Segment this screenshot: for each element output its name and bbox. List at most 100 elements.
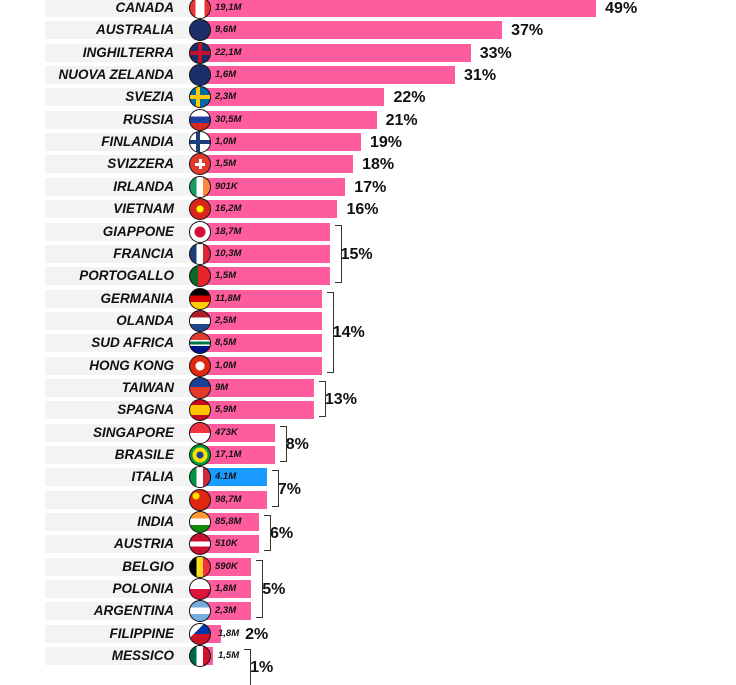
row-band (45, 535, 195, 554)
row-band (45, 334, 195, 353)
value-label: 16% (346, 201, 379, 219)
population-label: 4.1M (215, 471, 237, 483)
value-label: 13% (324, 391, 357, 410)
group-bracket (264, 515, 272, 552)
row-band (45, 133, 195, 152)
value-label: 17% (354, 178, 387, 196)
row-band (45, 602, 195, 621)
population-label: 590K (215, 560, 238, 572)
category-label: INDIA (137, 514, 174, 530)
category-label: ARGENTINA (93, 603, 174, 619)
group-bracket (244, 649, 252, 685)
flag-icon (189, 220, 211, 243)
bar (200, 378, 314, 397)
category-label: SPAGNA (117, 402, 174, 418)
category-label: CANADA (115, 0, 175, 15)
population-label: 1,6M (215, 69, 237, 81)
flag-icon (189, 86, 211, 109)
value-label: 22% (393, 89, 426, 107)
population-label: 98,7M (215, 493, 242, 505)
value-label: 33% (479, 44, 512, 62)
population-label: 1,8M (215, 583, 237, 595)
row-band (45, 43, 195, 62)
category-label: FILIPPINE (109, 625, 174, 641)
flag-icon (189, 399, 211, 422)
flag-icon (189, 444, 211, 466)
flag-icon (189, 578, 211, 601)
population-label: 30,5M (215, 113, 242, 125)
row-band (45, 311, 195, 330)
bar (200, 513, 260, 532)
value-label: 15% (340, 245, 373, 264)
row-band (45, 401, 195, 420)
flag-icon (189, 198, 211, 221)
row-band (45, 624, 195, 643)
row-band (45, 177, 195, 196)
group-bracket (326, 291, 334, 373)
row-band (45, 647, 195, 666)
row-band (45, 446, 195, 464)
flag-icon (189, 332, 211, 355)
population-label: 19,1M (215, 2, 242, 13)
population-label: 11,8M (215, 292, 241, 304)
bar (200, 602, 252, 621)
flag-icon (189, 175, 211, 198)
bar (200, 155, 354, 174)
population-label: 901K (215, 180, 238, 192)
flag-icon (189, 555, 211, 578)
flag-icon (189, 354, 211, 377)
category-label: INGHILTERRA (82, 44, 174, 60)
flag-icon (189, 511, 211, 534)
category-label: FRANCIA (113, 245, 174, 261)
bar (200, 110, 377, 129)
bar (200, 311, 322, 330)
category-label: SVIZZERA (107, 156, 174, 172)
value-label: 8% (285, 435, 309, 454)
value-label: 5% (262, 581, 286, 600)
bar (200, 535, 260, 554)
bar (200, 177, 346, 196)
category-label: PORTOGALLO (79, 268, 174, 284)
population-label: 10,3M (215, 247, 242, 259)
value-label: 1% (250, 659, 274, 678)
category-label: ITALIA (131, 469, 175, 485)
row-band (45, 0, 195, 17)
population-label: 9M (215, 381, 229, 393)
category-label: AUSTRALIA (96, 22, 174, 38)
group-bracket (279, 425, 287, 462)
category-label: CINA (141, 491, 174, 507)
value-label: 14% (332, 324, 365, 343)
bar (200, 21, 503, 40)
population-label: 5,9M (215, 404, 237, 416)
population-label: 2,3M (215, 91, 237, 103)
group-bracket (334, 224, 342, 284)
population-label: 1,5M (215, 270, 237, 282)
row-band (45, 557, 195, 576)
group-bracket (318, 380, 326, 418)
population-label: 22,1M (215, 46, 242, 58)
bar (200, 66, 456, 85)
row-band (45, 200, 195, 219)
row-band (45, 289, 195, 308)
value-label: 37% (511, 22, 544, 40)
population-label: 2,5M (215, 314, 237, 326)
population-label: 17,1M (215, 449, 242, 460)
row-band (45, 580, 195, 599)
population-label: 2,3M (215, 605, 237, 617)
bar (200, 356, 322, 375)
bar (200, 267, 330, 286)
value-label: 6% (270, 525, 294, 544)
group-bracket (256, 559, 264, 619)
bar (200, 468, 267, 487)
population-label: 1,0M (215, 359, 237, 371)
flag-icon (189, 600, 211, 623)
row-band (45, 21, 195, 40)
category-label: IRLANDA (113, 178, 174, 194)
category-label: VIETNAM (113, 201, 174, 217)
category-label: NUOVA ZELANDA (58, 67, 175, 83)
category-label: OLANDA (116, 312, 174, 328)
bar (200, 423, 275, 442)
population-label: 473K (215, 426, 238, 438)
group-bracket (271, 470, 279, 507)
flag-icon (189, 41, 211, 64)
